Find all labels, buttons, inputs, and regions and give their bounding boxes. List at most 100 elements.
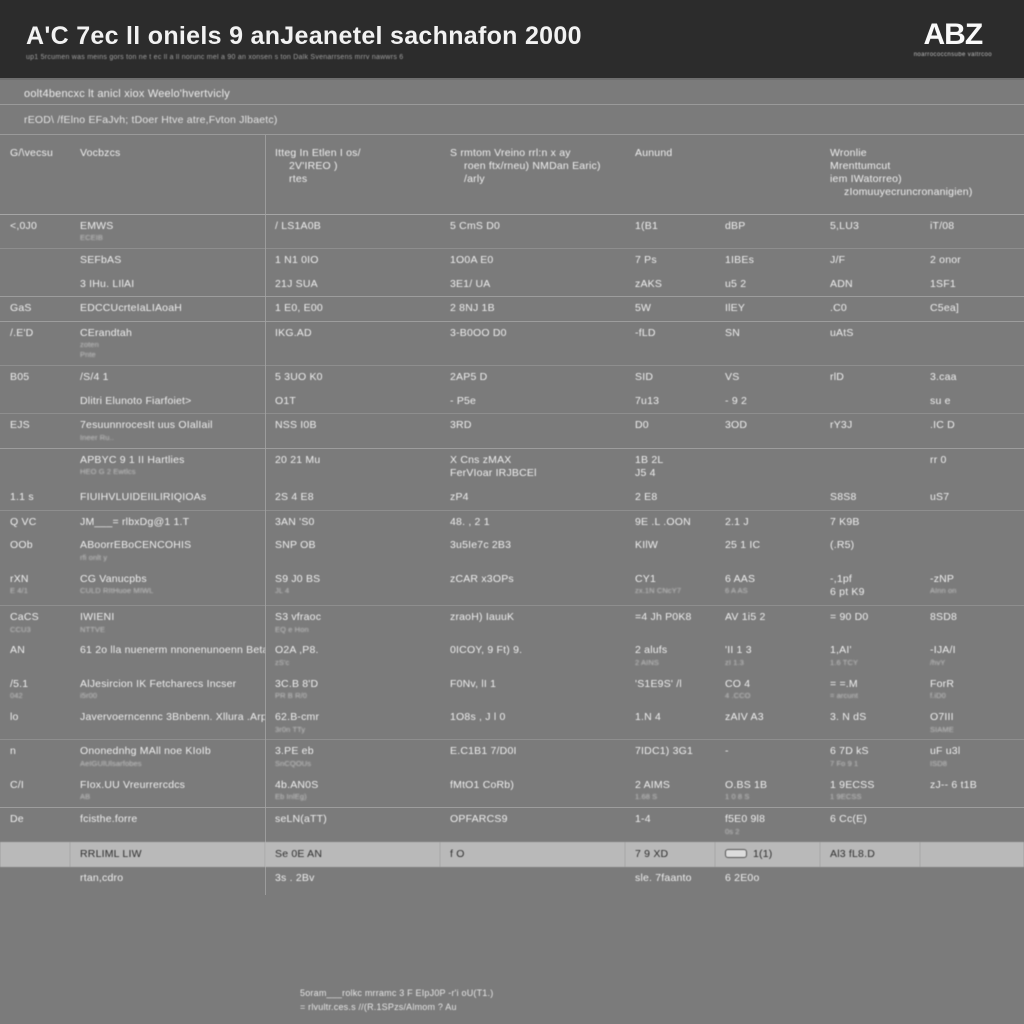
table-cell: APBYC 9 1 II Hartlies HEO G 2 Ewtlcs (70, 448, 265, 486)
table-cell: 3 IHu. LIlAI (70, 272, 265, 298)
table-cell: iT/08 (920, 214, 1024, 249)
table-cell-subtext: E 4/1 (10, 586, 29, 596)
table-cell: - (725, 745, 729, 758)
table-cell: rY3J (820, 413, 920, 449)
table-row[interactable]: EJS 7esuunnrocesIt uus OIalIail Ineer Ru..… (0, 413, 1024, 449)
table-cell (715, 485, 820, 511)
table-cell-subtext: ISD8 (930, 759, 948, 769)
table-cell: .C0 (820, 296, 920, 322)
table-row[interactable]: /.E'D CErandtah zoten Pnte IKG.AD 3-B0OO D0 -f… (0, 321, 1024, 366)
table-cell: 6 Cc(E) (830, 813, 867, 826)
table-cell (0, 841, 70, 868)
table-cell: 3u5Ie7c 2B3 (450, 539, 512, 552)
table-row[interactable]: Q VC JM___= rlbxDg@1 1.T 3AN 'S0 48. , 2 1 9… (0, 510, 1024, 534)
column-header-name[interactable]: Vocbzcs (70, 135, 265, 215)
table-row[interactable]: Dlitri Elunoto Fiarfoiet> O1T - P5e 7u13- 9… (0, 389, 1024, 415)
table-cell (0, 867, 70, 891)
column-header-b[interactable]: S rmtom Vreino rrl:n x ay roen ftx/rneu) … (440, 135, 625, 215)
table-cell-subtext: 1 0 8 S (725, 792, 750, 802)
table-row[interactable]: 3 IHu. LIlAI 21J SUA 3E1/ UA zAKS u5 2 ADN 1SF… (0, 272, 1024, 298)
table-row[interactable]: APBYC 9 1 II Hartlies HEO G 2 Ewtlcs 20 21… (0, 448, 1024, 486)
table-cell: IKG.AD (265, 321, 440, 366)
table-cell: IlEY (715, 296, 820, 322)
table-cell: sle. 7faanto (635, 872, 692, 885)
table-row[interactable]: /5.1 042 AlJesircion IK Fetcharecs Incser i… (0, 673, 1024, 706)
table-cell-subtext: 042 (10, 691, 23, 701)
table-row[interactable]: n Ononednhg MAll noe KIoIb AeIGUlUlsarfobe… (0, 740, 1024, 774)
table-cell (820, 389, 920, 415)
table-cell-subtext: f.iD0 (930, 691, 946, 701)
table-row[interactable]: rtan,cdro 3s . 2Bv sle. 7faanto 6 2E0o (0, 867, 1024, 891)
table-cell: 7IDC1) 3G1 (635, 745, 694, 758)
table-cell: 3. N dS (820, 706, 920, 741)
table-cell: ADN (820, 272, 920, 298)
table-cell: <,0J0 (0, 214, 70, 249)
table-cell: 2AP5 D (450, 370, 488, 383)
column-header-e[interactable]: Wronlie Mrenttumcut iem IWatorreo) zIomuu… (820, 135, 972, 215)
table-cell (715, 448, 820, 486)
table-cell: O7III SIAME (920, 706, 1024, 741)
table-cell: uAtS (820, 321, 920, 366)
table-row[interactable]: B05/S/4 1 5 3UO K0 2AP5 D SID VS rlD 3.caa (0, 365, 1024, 389)
table-cell: C/I (0, 773, 70, 809)
table-cell (920, 534, 1024, 567)
table-cell: OOb (10, 539, 33, 552)
table-cell: 6 AAS 6 A AS (715, 567, 820, 606)
column-header-key[interactable]: G/\vecsu (0, 135, 70, 215)
table-cell: CG Vanucpbs CULD RItHuoe MIWL (70, 567, 265, 606)
table-cell: SID (635, 370, 654, 383)
table-cell: 1SF1 (920, 272, 1024, 298)
table-cell-subtext: Ineer Ru.. (80, 432, 114, 442)
table-cell: CY1 zx.1N CNcY7 (625, 567, 715, 606)
column-header-c[interactable]: Aunund (625, 135, 715, 215)
table-head: G/\vecsu Vocbzcs Itteg In Etlen I os/2V'IR… (0, 135, 1024, 215)
column-header-d[interactable] (715, 135, 820, 215)
table-cell: 1(B1 (625, 214, 715, 249)
specification-table-container: G/\vecsu Vocbzcs Itteg In Etlen I os/2V'IR… (0, 135, 1024, 1015)
table-cell: -,1pf 6 pt K9 (820, 567, 920, 606)
table-row[interactable]: AN 61 2o lla nuenerm nnonenunoenn Beta?l O… (0, 639, 1024, 672)
footnotes-block: 5oram___rolkc mrramc 3 F EIpJ0P -r'i oU(… (300, 987, 493, 1014)
table-cell: uF u3l ISD8 (920, 740, 1024, 774)
table-cell-subtext: 3r0n TTy (275, 724, 306, 734)
table-row[interactable]: OOb ABoorrEBoCENCOHIS rfi onlt y SNP OB 3u5I… (0, 534, 1024, 567)
table-cell: 'II 1 3 zI 1.3 (715, 639, 820, 672)
table-row[interactable]: GaS EDCCUcrteIaLIAoaH 1 E0, E00 2 8NJ 1B 5W I… (0, 296, 1024, 322)
table-cell: 2 AIMS 1.68 S (625, 773, 715, 809)
table-cell: 1-4 (635, 813, 651, 826)
table-cell: AlJesircion IK Fetcharecs Incser i5r00 (70, 673, 265, 706)
table-cell: 5 CmS D0 (440, 214, 625, 249)
table-cell: ForR f.iD0 (920, 673, 1024, 706)
table-row[interactable]: De fcisthe.forre seLN(aTT) OPFARCS9 1-4 f5E0 … (0, 808, 1024, 842)
table-cell (820, 448, 920, 486)
table-cell: AN (10, 644, 25, 657)
table-row[interactable]: <,0J0 EMWS ECEIB / LS1A0B 5 CmS D0 1(B1 dBP 5,L… (0, 214, 1024, 249)
table-cell-subtext: zS'c (275, 657, 290, 667)
table-row[interactable]: C/I FIox.UU Vreurrercdcs AB 4b.AN0S Eb InlEg… (0, 773, 1024, 809)
table-cell: VS (725, 370, 740, 383)
table-cell: Javervoerncennc 3Bnbenn. Xllura .Arpt0ht… (70, 706, 265, 741)
column-header-a[interactable]: Itteg In Etlen I os/2V'IREO ) rtes (265, 135, 440, 215)
table-row[interactable]: SEFbAS 1 N1 0IO 1O0A E0 7 Ps 1IBEs J/F 2 onor (0, 248, 1024, 272)
table-cell (440, 867, 625, 891)
table-cell: X Cns zMAX FerVIoar IRJBCEl (450, 453, 537, 480)
table-cell: n (10, 745, 17, 758)
table-cell-subtext: zI 1.3 (725, 657, 744, 667)
table-cell: RRLIML LIW (70, 841, 265, 868)
table-cell (0, 272, 70, 298)
table-row[interactable]: 1.1 s FIUIHVLUIDEIILIRIQIOAs 2S 4 E8 zP4 2 E… (0, 485, 1024, 511)
table-cell: F0Nv, lI 1 (450, 677, 497, 690)
table-cell: 6 2E0o (725, 872, 760, 885)
table-row[interactable]: rXN E 4/1 CG Vanucpbs CULD RItHuoe MIWL S9 J… (0, 567, 1024, 606)
table-row[interactable]: CaCS CCU3 IWIENI NTTVE S3 vfraoc EQ e Hon zrao… (0, 605, 1024, 639)
table-cell: 25 1 IC (725, 539, 761, 552)
column-header-f[interactable] (920, 135, 1024, 215)
logo-wordmark: ABZ (923, 18, 984, 51)
table-cell (0, 248, 70, 272)
table-cell: 21J SUA (265, 272, 440, 298)
table-cell-subtext: Eb InlEg) (275, 792, 307, 802)
table-cell-subtext: ECEIB (80, 233, 104, 243)
meta-band: rEOD\ /fElno EFaJvh; tDoer Htve atre,Fvt… (0, 105, 1024, 135)
